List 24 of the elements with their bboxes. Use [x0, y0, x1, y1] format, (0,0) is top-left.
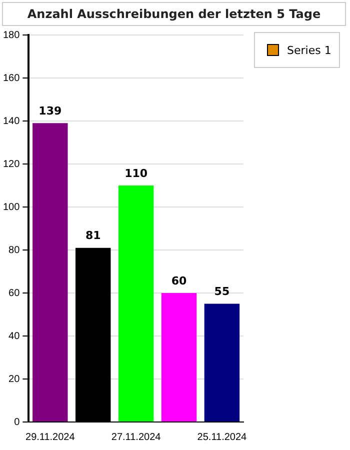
y-tick-label: 100 [2, 202, 20, 213]
bar [118, 186, 154, 422]
y-tick-label: 160 [2, 72, 20, 84]
y-tick-label: 20 [8, 374, 20, 385]
x-tick-label: 25.11.2024 [197, 432, 248, 443]
text: Series 1 [287, 44, 332, 56]
bar [161, 293, 197, 422]
data-label: 60 [171, 274, 187, 288]
data-label: 110 [124, 166, 148, 180]
x-tick-label: 29.11.2024 [26, 432, 76, 443]
data-label: 81 [85, 229, 101, 242]
y-tick-label: 120 [2, 158, 20, 170]
y-tick-label: 80 [8, 244, 20, 256]
y-tick-label: 60 [8, 288, 20, 299]
y-tick-label: 180 [2, 30, 20, 41]
y-tick-label: 0 [14, 416, 20, 428]
x-tick-label: 27.11.2024 [111, 432, 162, 443]
bar [32, 123, 68, 422]
data-label: 139 [38, 104, 62, 118]
y-tick-label: 40 [8, 330, 20, 342]
y-tick-label: 140 [2, 116, 20, 127]
data-label: 55 [214, 285, 230, 298]
bar [204, 304, 240, 422]
chart-title: Anzahl Ausschreibungen der letzten 5 Tage [2, 2, 346, 26]
